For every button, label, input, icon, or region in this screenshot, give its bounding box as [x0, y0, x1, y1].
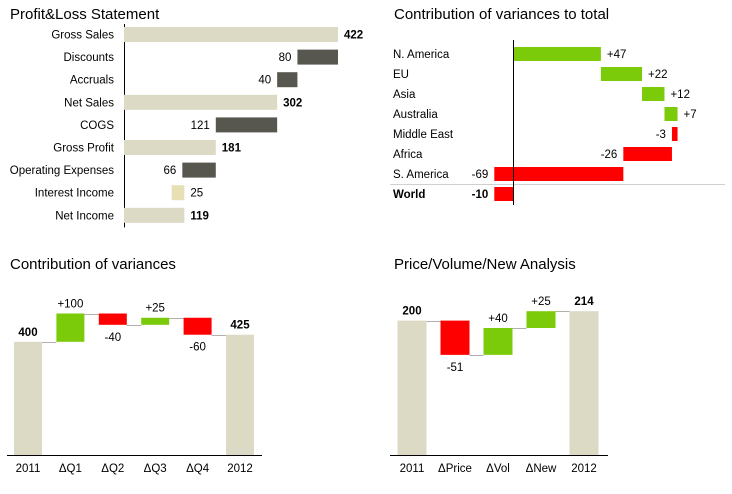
cv-bar [226, 334, 254, 455]
vt-value-label: +47 [607, 49, 627, 61]
pl-category-label: Accruals [70, 75, 114, 87]
vt-category-label: EU [393, 69, 409, 81]
cv-bar [183, 317, 212, 335]
pl-category-label: COGS [80, 120, 114, 132]
pvn-value-label: +25 [531, 296, 551, 308]
pl-category-label: Net Sales [64, 97, 114, 109]
pl-category-label: Discounts [64, 52, 115, 64]
pl-value-label: 121 [191, 120, 210, 132]
pl-category-label: Operating Expenses [10, 165, 114, 177]
pl-bar [215, 117, 278, 133]
pl-value-label: 25 [190, 188, 203, 200]
pl-bar [277, 72, 298, 88]
pvn-category-label: ΔNew [526, 463, 557, 475]
vt-value-label: +7 [684, 109, 697, 121]
pvn-value-label: 200 [402, 306, 421, 318]
cv-category-label: 2011 [16, 463, 41, 475]
pl-value-label: 119 [190, 210, 209, 222]
variance-total-title: Contribution of variances to total [394, 6, 610, 23]
pvn-value-label: 214 [574, 296, 594, 308]
vt-category-label: N. America [393, 49, 450, 61]
pl-statement-title: Profit&Loss Statement [10, 6, 160, 23]
cv-category-label: ΔQ1 [59, 463, 82, 475]
pvn-bar [526, 311, 556, 328]
pl-bar [124, 140, 216, 155]
pvn-title: Price/Volume/New Analysis [394, 256, 576, 273]
vt-bar [623, 147, 672, 161]
variance-title: Contribution of variances [10, 256, 176, 273]
cv-category-label: 2012 [227, 463, 253, 475]
vt-category-label: Australia [393, 109, 438, 121]
pl-statement-panel: Profit&Loss Statement [10, 6, 370, 226]
vt-category-label: Asia [393, 89, 416, 101]
vt-category-label: S. America [393, 169, 449, 181]
cv-bar [141, 317, 170, 325]
pvn-category-label: 2012 [571, 463, 597, 475]
cv-value-label: -40 [104, 332, 121, 344]
pl-bar [171, 185, 185, 201]
vt-bar [494, 167, 624, 181]
vt-value-label: +12 [670, 89, 690, 101]
pl-category-label: Interest Income [35, 188, 114, 200]
cv-category-label: ΔQ2 [101, 463, 124, 475]
vt-bar [600, 67, 643, 81]
cv-category-label: ΔQ3 [144, 463, 167, 475]
vt-value-label: -3 [656, 129, 666, 141]
pvn-bar [569, 311, 599, 455]
pvn-bar [483, 327, 513, 355]
pvn-chart: 2011 200 ΔPrice -51 ΔVol +40 ΔNew +25 2012 214 [390, 296, 608, 475]
pl-category-label: Gross Sales [51, 30, 114, 42]
vt-value-label: -26 [601, 149, 618, 161]
pvn-bar [440, 320, 470, 355]
cv-value-label: +100 [57, 299, 83, 311]
vt-bar [664, 107, 678, 121]
pl-bar [124, 94, 278, 110]
cv-category-label: ΔQ4 [186, 463, 210, 475]
vt-value-label: -10 [472, 189, 489, 201]
cv-bar [56, 313, 85, 342]
pvn-category-label: ΔVol [486, 463, 510, 475]
pl-bar [124, 207, 185, 223]
pl-value-label: 422 [344, 30, 363, 42]
pl-category-label: Gross Profit [53, 143, 115, 155]
cv-value-label: -60 [189, 342, 206, 354]
pvn-category-label: 2011 [400, 463, 425, 475]
vt-bar [671, 127, 678, 141]
cv-bar [98, 313, 127, 325]
pl-bar [182, 162, 216, 178]
pl-value-label: 40 [258, 75, 271, 87]
pl-value-label: 80 [279, 52, 292, 64]
vt-bar [494, 187, 513, 201]
pvn-category-label: ΔPrice [438, 463, 472, 475]
cv-bar [14, 341, 42, 455]
variance-total-panel: Contribution of variances to total [394, 6, 724, 226]
pl-bar [297, 49, 338, 65]
pl-statement-chart: Gross Sales 422 Discounts 80 Accruals 40 Net S… [10, 24, 363, 228]
pvn-panel: Price/Volume/New Analysis [394, 256, 724, 486]
pvn-bar [397, 320, 427, 455]
cv-value-label: +25 [145, 303, 165, 315]
variance-total-chart: N. America +47 EU +22 Asia +12 Australia +7 Midd… [390, 40, 725, 205]
vt-value-label: +22 [648, 69, 668, 81]
pl-category-label: Net Income [55, 210, 114, 222]
cv-value-label: 425 [230, 320, 250, 332]
vt-bar [642, 87, 665, 101]
pvn-value-label: +40 [488, 313, 508, 325]
vt-value-label: -69 [472, 169, 489, 181]
pl-value-label: 181 [222, 143, 242, 155]
variance-chart: 2011 400 ΔQ1 +100 ΔQ2 -40 ΔQ3 +25 ΔQ4 -60 2012 425 [7, 299, 262, 475]
vt-category-label: World [393, 189, 425, 201]
cv-value-label: 400 [18, 327, 37, 339]
pl-value-label: 302 [283, 97, 302, 109]
pvn-value-label: -51 [447, 362, 464, 374]
vt-category-label: Africa [393, 149, 423, 161]
pl-bar [124, 27, 338, 42]
vt-category-label: Middle East [393, 129, 454, 141]
pl-value-label: 66 [164, 165, 177, 177]
variance-panel: Contribution of variances [10, 256, 270, 486]
vt-bar [513, 47, 601, 61]
